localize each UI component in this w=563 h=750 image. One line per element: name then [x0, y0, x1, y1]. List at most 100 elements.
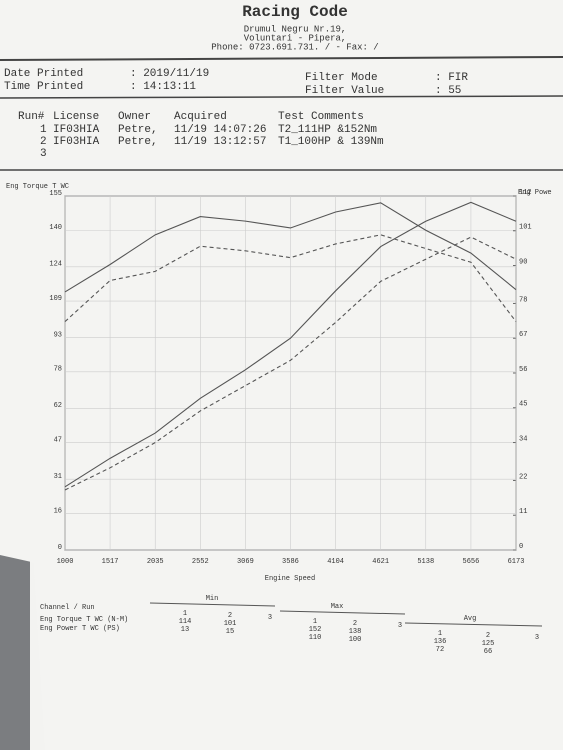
summary-row-label: Eng Power T WC (PS) [40, 625, 120, 633]
x-tick-label: 3586 [282, 558, 299, 566]
runs-cell: 3 [40, 148, 47, 160]
runs-cell: IF03HIA [53, 136, 100, 148]
runs-cell: T1_100HP & 139Nm [278, 136, 384, 148]
data-line [64, 234, 517, 323]
y2-tick-label: 22 [519, 473, 527, 481]
address: Phone: 0723.691.731. / - Fax: / [211, 42, 378, 52]
runs-header: Owner [118, 111, 151, 123]
runs-header: Acquired [174, 111, 227, 123]
data-line [64, 202, 517, 293]
runs-header: Run# [18, 111, 45, 123]
x-tick-label: 4104 [327, 558, 344, 566]
y-tick-label: 124 [49, 261, 62, 269]
summary-value: 138 [349, 628, 362, 636]
y-tick-label: 155 [49, 190, 62, 198]
summary-value: 13 [181, 626, 189, 634]
rule [0, 95, 563, 99]
y2-tick-label: 56 [519, 366, 527, 374]
runs-cell: Petre, [118, 136, 158, 148]
x-tick-label: 2552 [192, 558, 209, 566]
y2-tick-label: 11 [519, 508, 527, 516]
info-text: : 2019/11/19 [130, 68, 209, 80]
runs-cell: 2 [40, 136, 47, 148]
x-tick-label: 5138 [417, 558, 434, 566]
y-tick-label: 31 [54, 473, 62, 481]
summary-rule [279, 610, 406, 615]
data-line [64, 201, 517, 488]
chart: Eng Torque T WC Eng Powe Engine Speed 0 16 31… [6, 183, 552, 583]
y2-tick-label: 112 [519, 189, 532, 197]
info-text: : 14:13:11 [130, 81, 196, 93]
runs-cell: 1 [40, 124, 47, 136]
summary-run: 2 [228, 612, 232, 620]
runs-cell: T2_111HP &152Nm [278, 124, 377, 136]
x-tick-label: 1000 [57, 558, 74, 566]
summary-value: 72 [436, 646, 444, 654]
y2-tick-label: 45 [519, 401, 527, 409]
address: Drumul Negru Nr.19, [244, 24, 347, 34]
summary-group: Avg [464, 615, 477, 623]
runs-header: Test Comments [278, 111, 364, 123]
summary-value: 136 [434, 638, 447, 646]
summary-rule [149, 602, 276, 607]
y2-tick-label: 0 [519, 543, 523, 551]
summary-run: 3 [535, 634, 539, 642]
info-text: Filter Mode [305, 72, 378, 84]
y2-tick-label: 67 [519, 331, 527, 339]
x-tick-label: 4621 [372, 558, 389, 566]
summary-group: Max [331, 603, 344, 611]
data-line [64, 236, 517, 491]
summary-rule [404, 622, 543, 627]
summary-value: 125 [482, 640, 495, 648]
runs-cell: 11/19 13:12:57 [174, 136, 266, 148]
y-tick-label: 140 [49, 224, 62, 232]
info-text: : FIR [435, 72, 468, 84]
x-tick-label: 2035 [147, 558, 164, 566]
summary-run: 3 [398, 622, 402, 630]
summary-run: 1 [313, 618, 317, 626]
runs-header: License [53, 111, 99, 123]
x-tick-label: 5656 [463, 558, 480, 566]
info-text: Filter Value [305, 85, 384, 97]
x-tick-label: 3069 [237, 558, 254, 566]
y2-axis-title: Eng Powe [518, 189, 552, 197]
y-tick-label: 93 [54, 331, 62, 339]
info-text: Time Printed [4, 81, 83, 93]
y2-tick-label: 90 [519, 258, 527, 266]
summary-label: Channel / Run [40, 604, 95, 612]
summary-value: 66 [484, 648, 492, 656]
summary-row-label: Eng Torque T WC (N-M) [40, 616, 128, 624]
runs-cell: 11/19 14:07:26 [174, 124, 266, 136]
summary-run: 2 [353, 620, 357, 628]
info-text: : 55 [435, 85, 461, 97]
y-tick-label: 62 [54, 402, 62, 410]
x-tick-label: 6173 [508, 558, 525, 566]
runs-cell: IF03HIA [53, 124, 100, 136]
summary-run: 3 [268, 614, 272, 622]
summary-value: 110 [309, 634, 322, 642]
title: Racing Code [242, 3, 348, 21]
y-tick-label: 78 [54, 366, 62, 374]
summary-value: 100 [349, 636, 362, 644]
summary-value: 114 [179, 618, 192, 626]
y-tick-label: 16 [54, 507, 62, 515]
summary-value: 101 [224, 620, 237, 628]
summary-run: 2 [486, 632, 490, 640]
y2-tick-label: 101 [519, 224, 532, 232]
rule [0, 56, 563, 61]
address: Voluntari - Pipera, [244, 33, 347, 43]
summary-value: 15 [226, 628, 234, 636]
y2-tick-label: 34 [519, 435, 527, 443]
y-tick-label: 0 [58, 544, 62, 552]
document: Date Printed : 2019/11/19 Filter Mode : FIR… [4, 68, 543, 656]
runs-cell: Petre, [118, 124, 158, 136]
summary-run: 1 [183, 610, 187, 618]
x-axis-title: Engine Speed [265, 575, 315, 583]
summary-value: 152 [309, 626, 322, 634]
y-tick-label: 109 [49, 295, 62, 303]
y2-tick-label: 78 [519, 296, 527, 304]
summary-group: Min [206, 595, 219, 603]
info-text: Date Printed [4, 68, 83, 80]
